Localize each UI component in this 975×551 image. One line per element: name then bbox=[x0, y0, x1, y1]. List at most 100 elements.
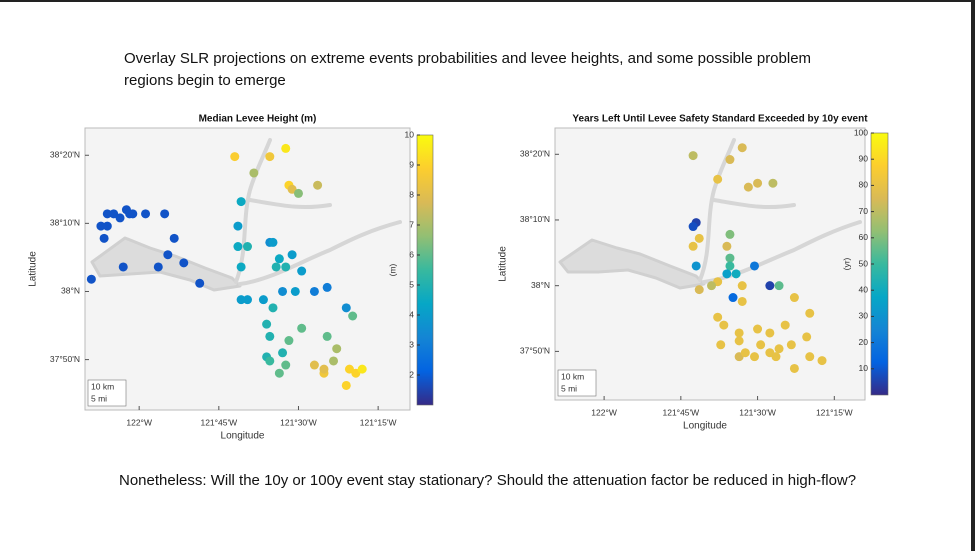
data-point bbox=[141, 209, 151, 219]
data-point bbox=[179, 258, 189, 268]
data-point bbox=[118, 262, 128, 272]
colorbar-tick-label: 50 bbox=[859, 258, 869, 268]
data-point bbox=[774, 281, 784, 291]
colorbar-tick-label: 60 bbox=[859, 232, 869, 242]
data-point bbox=[737, 281, 747, 291]
x-axis-label: Longitude bbox=[683, 421, 727, 432]
data-point bbox=[329, 356, 339, 366]
data-point bbox=[357, 364, 367, 374]
data-point bbox=[737, 296, 747, 306]
x-tick-label: 121°45'W bbox=[662, 407, 699, 417]
data-point bbox=[268, 237, 278, 247]
slide-title: Overlay SLR projections on extreme event… bbox=[124, 50, 811, 67]
colorbar-tick-label: 70 bbox=[859, 206, 869, 216]
data-point bbox=[287, 184, 297, 194]
data-point bbox=[309, 286, 319, 296]
colorbar-tick-label: 8 bbox=[409, 189, 414, 199]
data-point bbox=[274, 254, 284, 264]
data-point bbox=[341, 380, 351, 390]
data-point bbox=[765, 328, 775, 338]
data-point bbox=[805, 352, 815, 362]
colorbar-tick-label: 30 bbox=[859, 311, 869, 321]
data-point bbox=[236, 295, 246, 305]
data-point bbox=[802, 332, 812, 342]
data-point bbox=[780, 320, 790, 330]
data-point bbox=[765, 281, 775, 291]
data-point bbox=[694, 233, 704, 243]
data-point bbox=[265, 356, 275, 366]
scale-bar-label: 5 mi bbox=[561, 383, 577, 393]
chart-title: Years Left Until Levee Safety Standard E… bbox=[572, 114, 868, 125]
y-tick-label: 37°50'N bbox=[520, 346, 550, 356]
colorbar-tick-label: 5 bbox=[409, 279, 414, 289]
data-point bbox=[344, 364, 354, 374]
slide-title: regions begin to emerge bbox=[124, 72, 286, 89]
data-point bbox=[341, 303, 351, 313]
data-point bbox=[160, 209, 170, 219]
colorbar-tick-label: 20 bbox=[859, 337, 869, 347]
right-border bbox=[971, 0, 975, 551]
data-point bbox=[86, 274, 96, 284]
data-point bbox=[756, 340, 766, 350]
scale-bar-label: 5 mi bbox=[91, 393, 107, 403]
x-tick-label: 121°30'W bbox=[280, 417, 317, 427]
data-point bbox=[753, 178, 763, 188]
data-point bbox=[169, 233, 179, 243]
data-point bbox=[716, 340, 726, 350]
data-point bbox=[236, 197, 246, 207]
data-point bbox=[290, 286, 300, 296]
data-point bbox=[786, 340, 796, 350]
data-point bbox=[313, 180, 323, 190]
data-point bbox=[96, 221, 106, 231]
data-point bbox=[99, 233, 109, 243]
y-tick-label: 38°20'N bbox=[50, 150, 80, 160]
colorbar-tick-label: 6 bbox=[409, 249, 414, 259]
scale-bar-label: 10 km bbox=[91, 381, 114, 391]
data-point bbox=[115, 213, 125, 223]
data-point bbox=[713, 174, 723, 184]
data-point bbox=[774, 344, 784, 354]
data-point bbox=[713, 312, 723, 322]
data-point bbox=[722, 241, 732, 251]
data-point bbox=[688, 151, 698, 161]
y-tick-label: 38°10'N bbox=[50, 218, 80, 228]
data-point bbox=[281, 262, 291, 272]
data-point bbox=[281, 143, 291, 153]
data-point bbox=[271, 262, 281, 272]
data-point bbox=[753, 324, 763, 334]
data-point bbox=[274, 368, 284, 378]
data-point bbox=[309, 360, 319, 370]
colorbar-tick-label: 10 bbox=[405, 129, 415, 139]
scale-bar-box bbox=[557, 369, 597, 397]
data-point bbox=[707, 281, 717, 291]
data-point bbox=[719, 320, 729, 330]
data-point bbox=[332, 344, 342, 354]
x-tick-label: 122°W bbox=[591, 407, 617, 417]
data-point bbox=[109, 209, 119, 219]
slide-footer: Nonetheless: Will the 10y or 100y event … bbox=[119, 472, 856, 489]
data-point bbox=[743, 182, 753, 192]
data-point bbox=[236, 262, 246, 272]
data-point bbox=[322, 331, 332, 341]
colorbar-tick-label: 10 bbox=[859, 363, 869, 373]
x-tick-label: 122°W bbox=[126, 417, 152, 427]
data-point bbox=[691, 261, 701, 271]
colorbar-label: (m) bbox=[387, 263, 397, 276]
colorbar-tick-label: 9 bbox=[409, 159, 414, 169]
data-point bbox=[163, 250, 173, 260]
data-point bbox=[293, 188, 303, 198]
data-point bbox=[262, 319, 272, 329]
data-point bbox=[768, 178, 778, 188]
data-point bbox=[233, 242, 243, 252]
data-point bbox=[284, 336, 294, 346]
data-point bbox=[230, 152, 240, 162]
data-point bbox=[694, 285, 704, 295]
data-point bbox=[153, 262, 163, 272]
x-tick-label: 121°15'W bbox=[816, 407, 853, 417]
data-point bbox=[817, 356, 827, 366]
colorbar bbox=[416, 134, 434, 406]
data-point bbox=[265, 152, 275, 162]
data-point bbox=[297, 323, 307, 333]
colorbar-tick-label: 3 bbox=[409, 339, 414, 349]
